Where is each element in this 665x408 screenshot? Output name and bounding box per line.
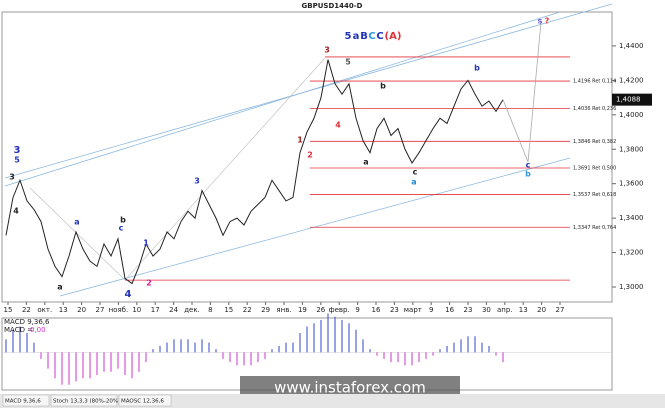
x-tick-label: 19 [298,306,307,314]
chart-title: GBPUSD1440-D [302,2,363,10]
wave-label: c [119,224,124,233]
wave-label: b [474,64,480,73]
wave-label: 5 [345,31,352,42]
tab-label: MAOSC 12,36,6 [121,399,164,405]
x-tick-label: 16 [445,306,454,314]
wave-label: C [376,31,383,42]
x-tick-label: 22 [243,306,252,314]
x-tick-label: 16 [372,306,381,314]
fib-label: 1,3347 Ret 0,764 [573,225,616,231]
x-tick-label: апр. [497,306,513,314]
x-tick-label: 13 [519,306,528,314]
wave-label: 1 [143,239,149,248]
y-tick-label: 1,3400 [619,214,644,222]
x-tick-label: 23 [390,306,399,314]
wave-label: s [538,17,543,26]
fib-label: 1,3537 Ret 0,618 [573,192,616,198]
x-tick-label: янв. [276,306,291,314]
x-tick-label: 26 [316,306,325,314]
last-price-box [612,93,652,106]
tab-label: Stoch 13,3,3 (80%-20%) [53,399,120,405]
wave-label: a [57,283,62,292]
watermark: www.instaforex.com [274,379,426,397]
x-tick-label: 27 [96,306,105,314]
tab-label: MACD 9,36,6 [5,399,41,405]
wave-label: a [353,31,360,42]
wave-label: 4 [335,121,341,130]
x-tick-label: 22 [22,306,31,314]
x-tick-label: 9 [429,306,433,314]
x-tick-label: дек. [184,306,200,314]
y-tick-label: 1,3000 [619,283,644,291]
wave-label: a [411,178,416,187]
y-tick-label: 1,4000 [619,111,644,119]
x-tick-label: март [404,306,422,314]
wave-label: c [526,161,531,170]
wave-line [124,57,326,281]
wave-label: 5 [345,58,351,67]
wave-label: ? [545,17,550,26]
wave-label: a [363,158,368,167]
x-tick-label: 30 [482,306,491,314]
projection [502,21,542,163]
wave-label: 2 [307,151,313,160]
y-tick-label: 1,4400 [619,42,644,50]
fib-label: 1,3691 Ret 0,500 [573,166,616,172]
wave-label: 4 [13,207,19,216]
x-tick-label: 29 [261,306,270,314]
wave-label: 3 [324,46,330,55]
last-price-label: 1,4088 [616,96,641,104]
wave-label: a [74,218,79,227]
wave-label: (A) [385,31,402,42]
tab[interactable] [2,394,50,407]
macd-prefix: MACD = [4,326,33,334]
y-tick-label: 1,3800 [619,145,644,153]
wave-label: b [525,170,531,179]
wave-label: 2 [146,279,152,288]
wave-label: c [413,168,418,177]
x-tick-label: 20 [77,306,86,314]
plot-frame [1,11,613,303]
channel-line [4,11,561,187]
x-tick-label: 13 [59,306,68,314]
fib-label: 1,4196 Ret 0,114 [573,79,616,85]
y-tick-label: 1,3200 [619,249,644,257]
fib-label: 1,3846 Ret 0,382 [573,139,616,145]
macd-value: 0,00 [30,326,46,334]
wave-label: 3 [9,173,15,182]
wave-label: 5 [14,156,20,165]
tab[interactable] [118,394,172,407]
wave-label: 1 [297,136,303,145]
wave-label: C [368,31,375,42]
wave-label: 3 [194,177,200,186]
x-tick-label: 27 [556,306,565,314]
x-tick-label: 17 [151,306,160,314]
tab[interactable] [50,394,118,407]
x-tick-label: 23 [464,306,473,314]
y-tick-label: 1,4200 [619,76,644,84]
wave-line [29,187,126,281]
x-tick-label: окт. [37,306,52,314]
x-tick-label: 15 [4,306,13,314]
x-tick-label: 15 [224,306,233,314]
x-tick-label: 24 [169,306,178,314]
watermark-band [240,376,460,398]
fib-label: 1,4036 Ret 0,236 [573,106,616,112]
x-tick-label: 10 [132,306,141,314]
price-line [5,59,504,285]
x-tick-label: февр. [329,306,350,314]
wave-label: B [360,31,368,42]
wave-label: 3 [14,145,21,156]
x-tick-label: 20 [537,306,546,314]
wave-label: b [380,82,386,91]
macd-label: MACD 9,36,6 [4,318,50,326]
x-tick-label: 8 [208,306,212,314]
x-tick-label: 9 [355,306,359,314]
y-tick-label: 1,3600 [619,180,644,188]
wave-label: b [120,216,126,225]
wave-label: 4 [125,289,132,300]
x-tick-label: нояб. [109,306,129,314]
